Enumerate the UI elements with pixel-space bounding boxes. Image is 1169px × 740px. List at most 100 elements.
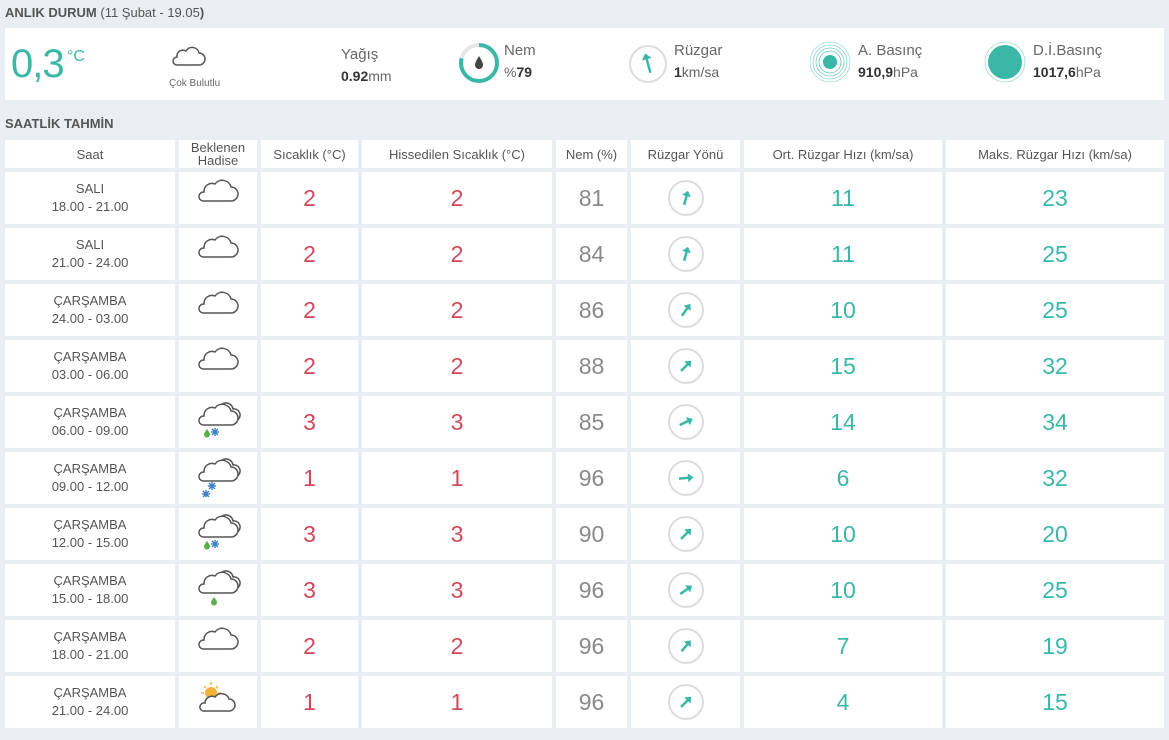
time-cell: ÇARŞAMBA 12.00 - 15.00 [5, 508, 175, 560]
header-wind-dir: Rüzgar Yönü [631, 140, 740, 168]
header-wind-avg: Ort. Rüzgar Hızı (km/sa) [744, 140, 942, 168]
wind-arrow-icon [667, 460, 704, 496]
row-feels: 3 [450, 576, 464, 603]
hourly-forecast-table: Saat Beklenen Hadise Sıcaklık (°C) Hissed… [1, 136, 1168, 732]
event-cell [179, 172, 257, 224]
sea-pressure-icon [983, 40, 1027, 89]
table-row: SALI 21.00 - 24.00 2 2 84 11 25 [5, 228, 1164, 280]
feels-cell: 2 [362, 340, 552, 392]
cloud-rain-icon [195, 569, 241, 613]
wind-max-cell: 25 [946, 564, 1164, 616]
row-wind-max: 34 [1042, 408, 1068, 435]
time-cell: ÇARŞAMBA 21.00 - 24.00 [5, 676, 175, 728]
row-day: ÇARŞAMBA [53, 461, 127, 476]
row-humidity: 96 [578, 464, 605, 491]
row-time-range: 21.00 - 24.00 [51, 703, 129, 718]
temp-cell: 1 [261, 452, 358, 504]
time-cell: ÇARŞAMBA 06.00 - 09.00 [5, 396, 175, 448]
wind-dir-cell [631, 228, 740, 280]
temp-cell: 3 [261, 564, 358, 616]
wind-arrow-icon [667, 572, 704, 608]
row-time-range: 15.00 - 18.00 [51, 591, 129, 606]
row-wind-max: 32 [1042, 352, 1068, 379]
row-humidity: 86 [578, 296, 605, 323]
row-wind-avg: 6 [836, 464, 850, 491]
temp-cell: 2 [261, 340, 358, 392]
wind-dir-cell [631, 284, 740, 336]
event-cell [179, 396, 257, 448]
current-title-text: ANLIK DURUM [5, 5, 97, 20]
time-cell: SALI 21.00 - 24.00 [5, 228, 175, 280]
humidity-cell: 96 [556, 676, 627, 728]
temp-cell: 2 [261, 228, 358, 280]
row-wind-max: 25 [1042, 296, 1068, 323]
pressure-icon [808, 40, 852, 89]
humidity-cell: 88 [556, 340, 627, 392]
row-wind-max: 32 [1042, 464, 1068, 491]
row-time-range: 09.00 - 12.00 [51, 479, 129, 494]
row-day: ÇARŞAMBA [53, 293, 127, 308]
table-row: ÇARŞAMBA 18.00 - 21.00 2 2 96 7 19 [5, 620, 1164, 672]
humidity-cell: 96 [556, 564, 627, 616]
cloud-icon [195, 347, 241, 389]
humidity-value: %79 [504, 64, 533, 80]
event-cell [179, 228, 257, 280]
row-wind-max: 20 [1042, 520, 1068, 547]
wind-arrow-icon [667, 348, 704, 384]
row-day: SALI [75, 181, 105, 196]
row-time-range: 06.00 - 09.00 [51, 423, 129, 438]
cloud-icon [195, 291, 241, 333]
row-feels: 2 [450, 240, 464, 267]
table-row: ÇARŞAMBA 06.00 - 09.00 3 3 85 14 34 [5, 396, 1164, 448]
row-temp: 1 [303, 688, 316, 715]
current-date: (11 Şubat - 19.05) [100, 5, 205, 20]
wind-dir-cell [631, 452, 740, 504]
wind-dir-cell [631, 172, 740, 224]
wind-max-cell: 32 [946, 340, 1164, 392]
current-temperature-unit: °C [67, 48, 85, 65]
wind-max-cell: 23 [946, 172, 1164, 224]
event-cell [179, 452, 257, 504]
feels-cell: 3 [362, 508, 552, 560]
row-feels: 2 [450, 352, 464, 379]
row-temp: 1 [303, 464, 316, 491]
time-cell: ÇARŞAMBA 15.00 - 18.00 [5, 564, 175, 616]
cloud-snow-icon [195, 457, 241, 501]
row-temp: 2 [303, 352, 316, 379]
row-day: ÇARŞAMBA [53, 517, 127, 532]
row-time-range: 18.00 - 21.00 [51, 647, 129, 662]
humidity-cell: 81 [556, 172, 627, 224]
wind-max-cell: 34 [946, 396, 1164, 448]
row-temp: 2 [303, 632, 316, 659]
temp-cell: 3 [261, 396, 358, 448]
row-wind-avg: 10 [830, 520, 856, 547]
row-day: ÇARŞAMBA [53, 629, 127, 644]
cloud-icon [195, 627, 241, 669]
time-cell: SALI 18.00 - 21.00 [5, 172, 175, 224]
humidity-gauge-icon [458, 42, 500, 89]
header-humidity: Nem (%) [556, 140, 627, 168]
current-temperature: 0,3 [11, 42, 65, 86]
wind-avg-cell: 10 [744, 284, 942, 336]
precip-value: 0.92mm [341, 68, 392, 84]
row-wind-avg: 10 [830, 296, 856, 323]
row-wind-max: 19 [1042, 632, 1068, 659]
row-time-range: 12.00 - 15.00 [51, 535, 129, 550]
feels-cell: 2 [362, 620, 552, 672]
wind-label: Rüzgar [674, 42, 723, 59]
wind-dir-cell [631, 508, 740, 560]
row-wind-avg: 11 [831, 184, 855, 211]
row-wind-max: 23 [1042, 184, 1068, 211]
wind-dir-cell [631, 676, 740, 728]
wind-max-cell: 15 [946, 676, 1164, 728]
table-row: ÇARŞAMBA 21.00 - 24.00 1 1 96 4 15 [5, 676, 1164, 728]
row-temp: 3 [303, 520, 316, 547]
event-cell [179, 284, 257, 336]
cloud-icon [195, 235, 241, 277]
row-feels: 3 [450, 408, 464, 435]
row-feels: 1 [450, 688, 464, 715]
feels-cell: 3 [362, 396, 552, 448]
row-temp: 2 [303, 296, 316, 323]
wind-max-cell: 19 [946, 620, 1164, 672]
row-humidity: 88 [578, 352, 605, 379]
